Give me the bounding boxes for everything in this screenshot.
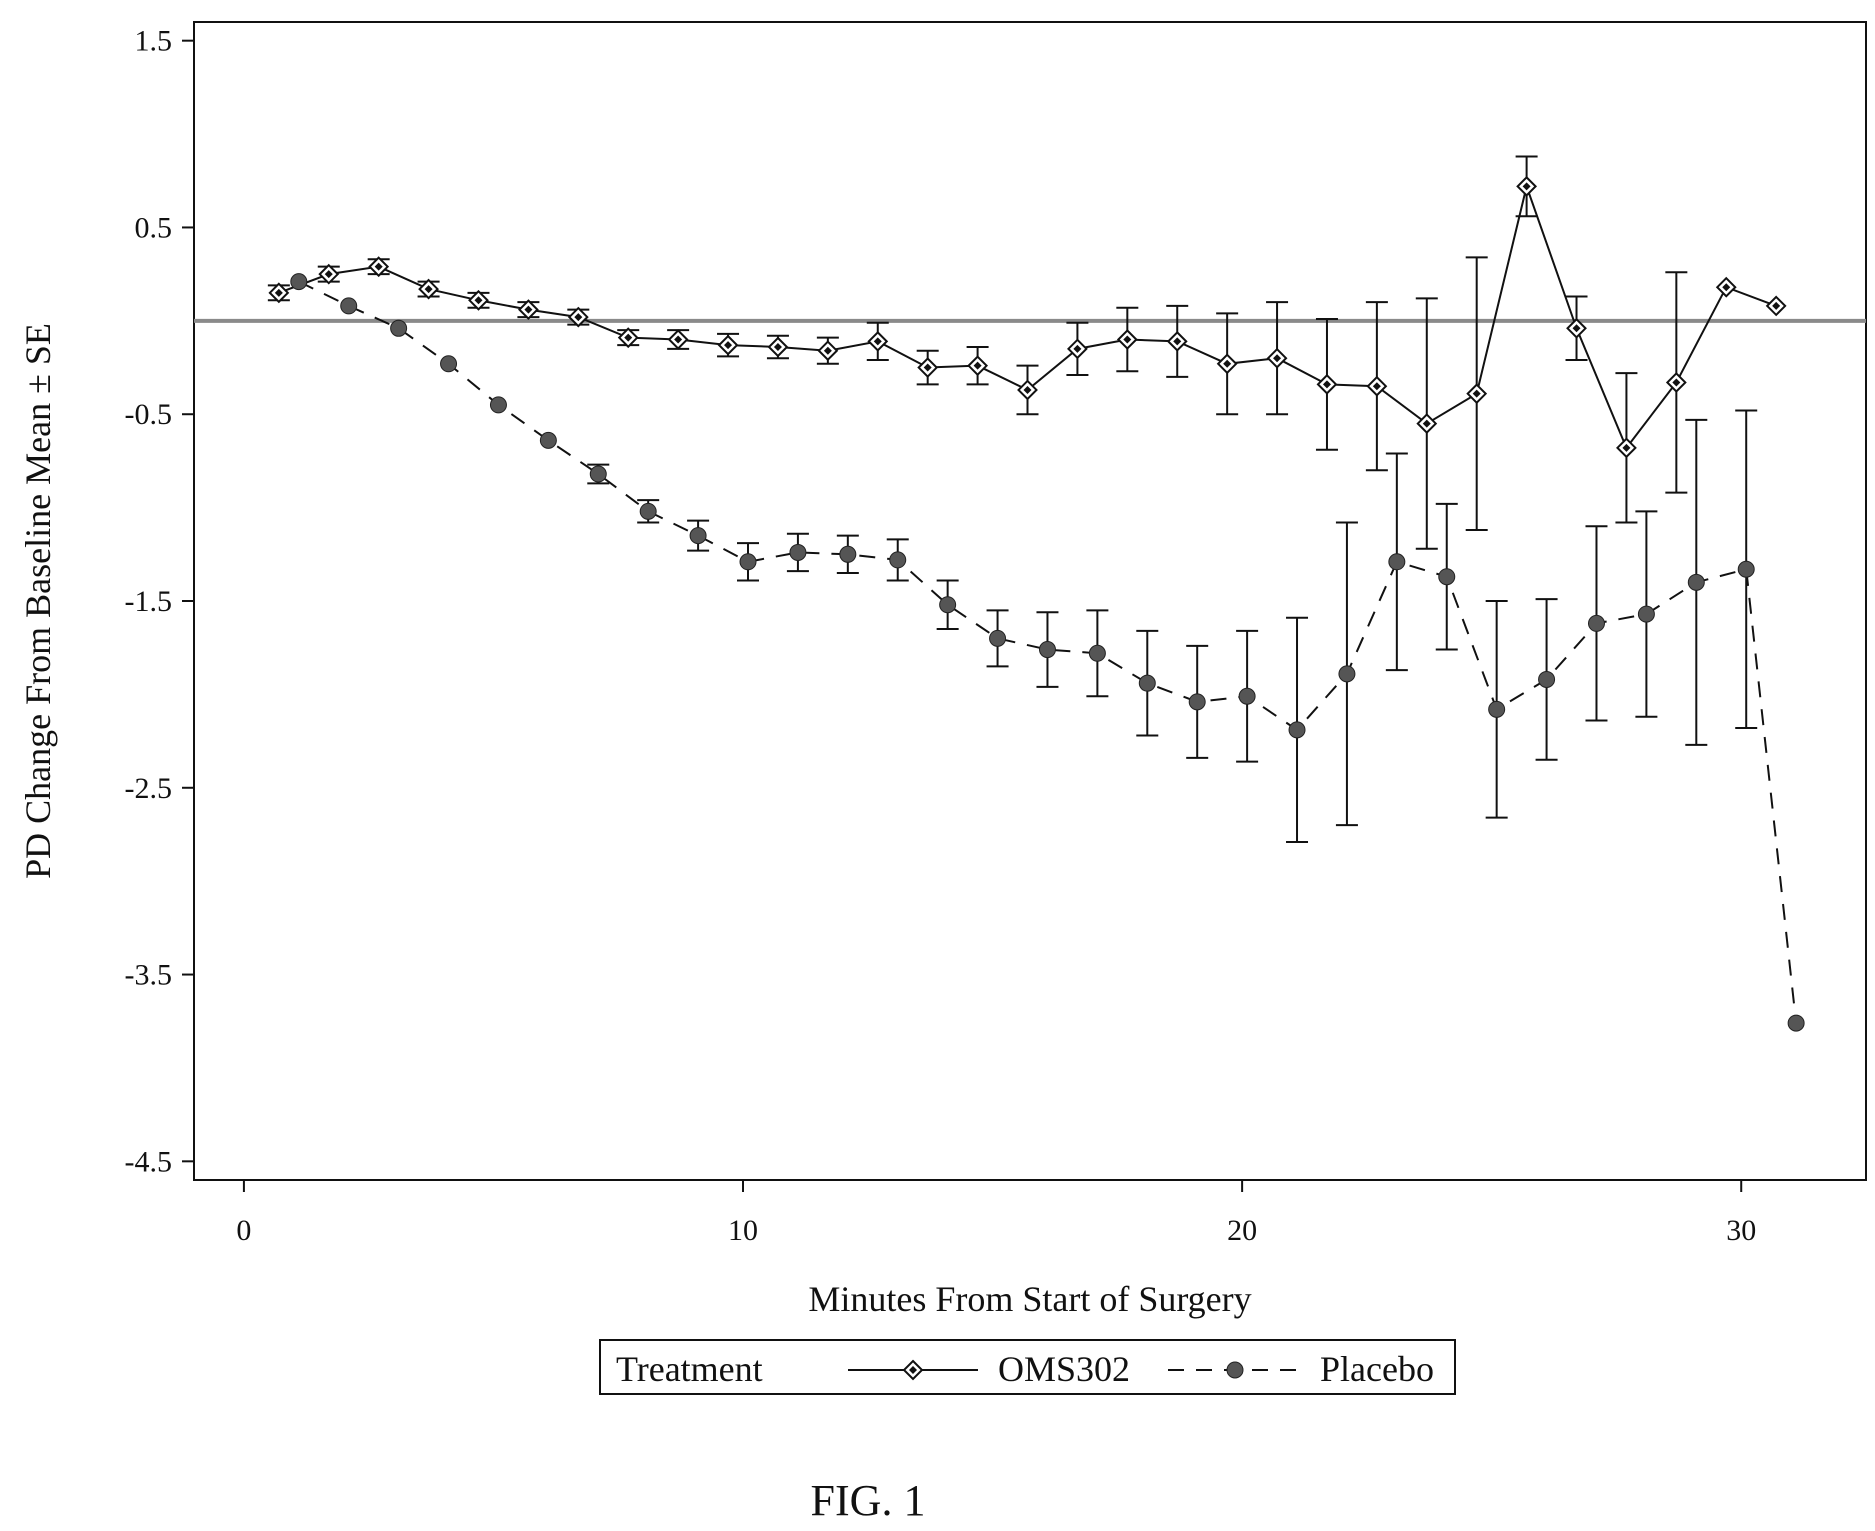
point-placebo	[1138, 674, 1156, 692]
y-tick-label: -4.5	[125, 1145, 173, 1178]
point-oms302-core	[1672, 378, 1681, 387]
point-placebo	[1737, 560, 1755, 578]
x-axis: 0 10 20 30	[236, 1180, 1756, 1247]
legend-swatch-oms302	[848, 1359, 978, 1381]
point-placebo	[889, 551, 907, 569]
point-oms302-core	[674, 335, 683, 344]
point-placebo	[689, 527, 707, 545]
point-placebo	[390, 319, 408, 337]
legend-swatch-placebo	[1168, 1361, 1302, 1379]
point-placebo	[489, 396, 507, 414]
series-placebo	[290, 273, 1805, 1032]
point-oms302-core	[773, 342, 782, 351]
point-oms302-core	[1322, 380, 1331, 389]
y-tick-label: 0.5	[135, 211, 173, 244]
point-placebo	[1637, 605, 1655, 623]
legend-marker-placebo	[1226, 1361, 1244, 1379]
point-oms302-core	[374, 262, 383, 271]
y-tick-label: -1.5	[125, 585, 173, 618]
point-oms302-core	[1422, 419, 1431, 428]
point-placebo	[440, 355, 458, 373]
point-placebo	[290, 273, 308, 291]
x-axis-title: Minutes From Start of Surgery	[808, 1279, 1251, 1319]
point-oms302-core	[1572, 324, 1581, 333]
x-tick-label: 30	[1726, 1214, 1756, 1247]
legend: Treatment OMS302 Placebo	[599, 1339, 1456, 1395]
point-placebo	[1587, 614, 1605, 632]
point-oms302-core	[274, 288, 283, 297]
y-tick-label: -3.5	[125, 959, 173, 992]
point-placebo	[1438, 568, 1456, 586]
x-tick-label: 0	[236, 1214, 251, 1247]
point-oms302-core	[873, 337, 882, 346]
point-oms302-core	[823, 346, 832, 355]
point-oms302-core	[1622, 443, 1631, 452]
point-oms302-core	[1722, 283, 1731, 292]
point-placebo	[789, 543, 807, 561]
point-placebo	[1238, 687, 1256, 705]
figure-caption: FIG. 1	[811, 1476, 926, 1525]
point-placebo	[1038, 641, 1056, 659]
point-oms302-core	[1273, 354, 1282, 363]
point-oms302-core	[1123, 335, 1132, 344]
y-tick-label: -0.5	[125, 398, 173, 431]
point-placebo	[1188, 693, 1206, 711]
x-tick-label: 20	[1227, 1214, 1257, 1247]
point-oms302-core	[724, 341, 733, 350]
point-placebo	[739, 553, 757, 571]
point-placebo	[1338, 665, 1356, 683]
point-placebo	[1687, 573, 1705, 591]
point-oms302-core	[1772, 301, 1781, 310]
legend-label-oms302: OMS302	[998, 1349, 1130, 1389]
y-tick-label: 1.5	[135, 25, 173, 58]
y-axis-title: PD Change From Baseline Mean ± SE	[18, 323, 58, 879]
point-oms302-core	[624, 333, 633, 342]
point-placebo	[1488, 700, 1506, 718]
point-oms302-core	[1073, 344, 1082, 353]
point-oms302-core	[1372, 382, 1381, 391]
point-placebo	[989, 629, 1007, 647]
y-tick-label: -2.5	[125, 772, 173, 805]
point-oms302-core	[1223, 359, 1232, 368]
point-placebo	[589, 465, 607, 483]
point-placebo	[1538, 670, 1556, 688]
point-oms302-core	[474, 296, 483, 305]
x-tick-label: 10	[728, 1214, 758, 1247]
point-oms302-core	[973, 361, 982, 370]
point-oms302-core	[1023, 385, 1032, 394]
plot-area	[194, 155, 1866, 1032]
y-axis: 1.5 0.5 -0.5 -1.5 -2.5 -3.5 -4.5	[125, 25, 194, 1178]
point-oms302-core	[1522, 182, 1531, 191]
plot-frame	[193, 21, 1867, 1181]
point-oms302-core	[923, 363, 932, 372]
point-placebo	[1388, 553, 1406, 571]
legend-label-placebo: Placebo	[1320, 1349, 1434, 1389]
point-placebo	[639, 502, 657, 520]
point-oms302-core	[524, 305, 533, 314]
point-oms302-core	[324, 270, 333, 279]
point-oms302-core	[1472, 389, 1481, 398]
point-placebo	[939, 596, 957, 614]
legend-marker-oms302-core	[909, 1366, 917, 1374]
point-placebo	[340, 297, 358, 315]
point-oms302-core	[574, 313, 583, 322]
point-placebo	[1288, 721, 1306, 739]
point-placebo	[1787, 1014, 1805, 1032]
series-oms302	[267, 155, 1787, 550]
legend-title: Treatment	[616, 1349, 763, 1389]
point-placebo	[539, 431, 557, 449]
point-oms302-core	[424, 285, 433, 294]
legend-frame	[599, 1339, 1456, 1395]
point-oms302-core	[1173, 337, 1182, 346]
point-placebo	[1088, 644, 1106, 662]
point-placebo	[839, 545, 857, 563]
